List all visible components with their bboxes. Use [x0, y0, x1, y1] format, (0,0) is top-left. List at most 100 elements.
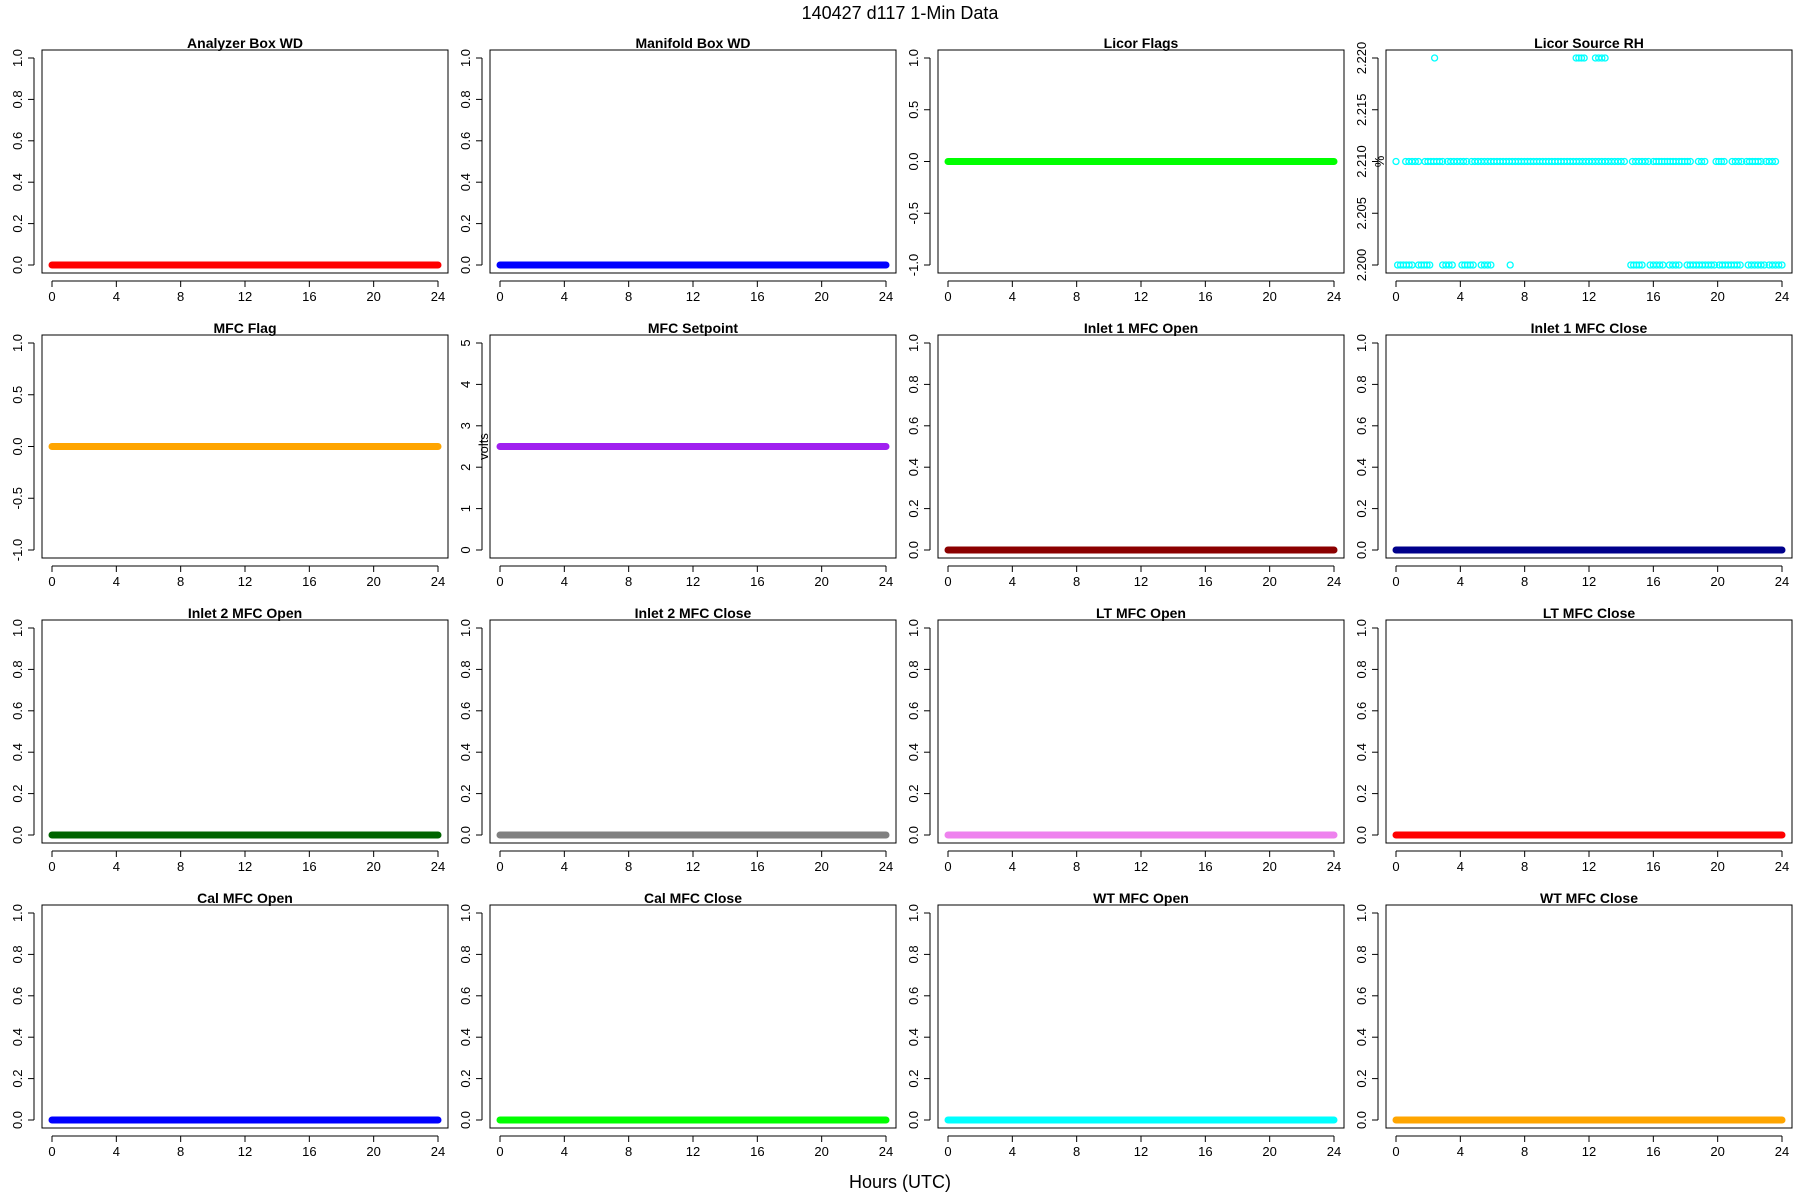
x-tick-label: 24	[431, 1144, 445, 1159]
x-tick-label: 4	[113, 859, 120, 874]
y-tick-label: 0.8	[906, 660, 921, 678]
x-tick-label: 0	[1392, 289, 1399, 304]
y-tick-label: 0.6	[10, 132, 25, 150]
y-tick-label: 1.0	[1354, 334, 1369, 352]
x-tick-label: 0	[1392, 574, 1399, 589]
plot-frame	[937, 904, 1345, 1129]
y-tick-label: 1.0	[10, 49, 25, 67]
x-tick-label: 20	[366, 574, 380, 589]
x-tick-label: 20	[1710, 1144, 1724, 1159]
y-tick-label: 0.2	[10, 785, 25, 803]
y-tick-label: 0.0	[458, 826, 473, 844]
panel-title: MFC Setpoint	[648, 320, 739, 336]
data-point	[1438, 157, 1447, 166]
data-point	[1466, 261, 1475, 269]
data-point	[1720, 157, 1728, 166]
data-point	[1635, 261, 1643, 269]
x-tick-label: 12	[1582, 1144, 1596, 1159]
y-tick-label: 0.0	[458, 1111, 473, 1129]
x-tick-label: 0	[496, 859, 503, 874]
x-tick-label: 20	[1710, 859, 1724, 874]
panel-title: LT MFC Open	[1096, 605, 1186, 621]
x-tick-label: 0	[1392, 859, 1399, 874]
x-tick-label: 0	[944, 289, 951, 304]
data-point	[1757, 157, 1765, 166]
y-tick-label: 0.8	[458, 660, 473, 678]
x-tick-label: 20	[1710, 289, 1724, 304]
panel-title: Analyzer Box WD	[187, 35, 303, 51]
y-tick-label: 0.0	[10, 256, 25, 274]
plot-frame	[41, 49, 449, 274]
y-tick-label: 0.0	[10, 437, 25, 455]
x-tick-label: 12	[686, 574, 700, 589]
y-tick-label: 0.6	[906, 417, 921, 435]
panel-12: LT MFC Close 0 4 8 12 16 20 24 0.0 0.2 0.4 0.6 0.8 1.…	[1354, 605, 1793, 874]
data-point	[1686, 157, 1694, 166]
x-tick-label: 16	[1198, 859, 1212, 874]
panel-title: Inlet 2 MFC Open	[188, 605, 302, 621]
y-tick-label: -1.0	[10, 539, 25, 561]
y-tick-label: 0.2	[906, 1070, 921, 1088]
x-tick-label: 8	[1073, 289, 1080, 304]
x-tick-label: 16	[1198, 1144, 1212, 1159]
data-point	[1757, 261, 1765, 269]
x-tick-label: 8	[625, 1144, 632, 1159]
x-tick-label: 4	[113, 1144, 120, 1159]
x-tick-label: 4	[561, 1144, 568, 1159]
y-tick-label: 0.0	[906, 826, 921, 844]
x-tick-label: 16	[750, 859, 764, 874]
x-tick-label: 4	[1009, 1144, 1016, 1159]
data-point	[1617, 157, 1625, 166]
panel-title: Licor Source RH	[1534, 35, 1644, 51]
x-tick-label: 16	[750, 289, 764, 304]
data-point	[1675, 261, 1683, 269]
y-tick-label: 2.200	[1354, 249, 1369, 282]
y-tick-label: 0.8	[906, 375, 921, 393]
x-tick-label: 8	[177, 574, 184, 589]
x-tick-label: 8	[625, 859, 632, 874]
x-tick-label: 24	[1775, 1144, 1789, 1159]
panel-3: Licor Flags 0 4 8 12 16 20 24 -1.0 -0.5 0.0 0.5 1.0	[906, 35, 1345, 304]
y-tick-label: 3	[458, 422, 473, 429]
y-tick-label: 0.6	[1354, 417, 1369, 435]
data-point	[1641, 157, 1649, 166]
data-point	[1733, 261, 1741, 269]
data-point	[1754, 157, 1762, 166]
plot-frame	[1385, 334, 1793, 559]
y-tick-label: 0.4	[1354, 1028, 1369, 1046]
x-tick-label: 12	[1134, 289, 1148, 304]
y-tick-label: 0.0	[10, 1111, 25, 1129]
x-tick-label: 16	[1198, 574, 1212, 589]
data-point	[1411, 157, 1419, 166]
y-tick-label: 2.215	[1354, 93, 1369, 126]
y-tick-label: 1.0	[1354, 619, 1369, 637]
y-axis-label: volts	[476, 433, 491, 460]
x-tick-label: 24	[431, 289, 445, 304]
data-point	[1463, 157, 1471, 166]
y-tick-label: 0.8	[10, 945, 25, 963]
x-tick-label: 4	[1457, 1144, 1464, 1159]
y-tick-label: 0.0	[10, 826, 25, 844]
panel-title: WT MFC Open	[1093, 890, 1189, 906]
y-tick-label: 1.0	[458, 619, 473, 637]
x-tick-label: 8	[177, 289, 184, 304]
y-tick-label: 0.6	[1354, 702, 1369, 720]
y-tick-label: 5	[458, 339, 473, 346]
y-tick-label: 0.6	[10, 702, 25, 720]
x-tick-label: 16	[1646, 289, 1660, 304]
plot-frame	[489, 619, 897, 844]
y-tick-label: 0.6	[458, 702, 473, 720]
y-tick-label: 0.4	[10, 1028, 25, 1046]
y-tick-label: 1.0	[906, 619, 921, 637]
x-tick-label: 8	[625, 574, 632, 589]
x-tick-label: 16	[1646, 574, 1660, 589]
plot-frame	[489, 334, 897, 559]
panel-title: Licor Flags	[1104, 35, 1179, 51]
x-tick-label: 20	[1262, 289, 1276, 304]
x-tick-label: 0	[944, 574, 951, 589]
x-tick-label: 24	[879, 574, 893, 589]
x-tick-label: 24	[1327, 574, 1341, 589]
y-tick-label: 0.4	[1354, 458, 1369, 476]
y-tick-label: 0.2	[458, 215, 473, 233]
x-tick-label: 24	[879, 289, 893, 304]
